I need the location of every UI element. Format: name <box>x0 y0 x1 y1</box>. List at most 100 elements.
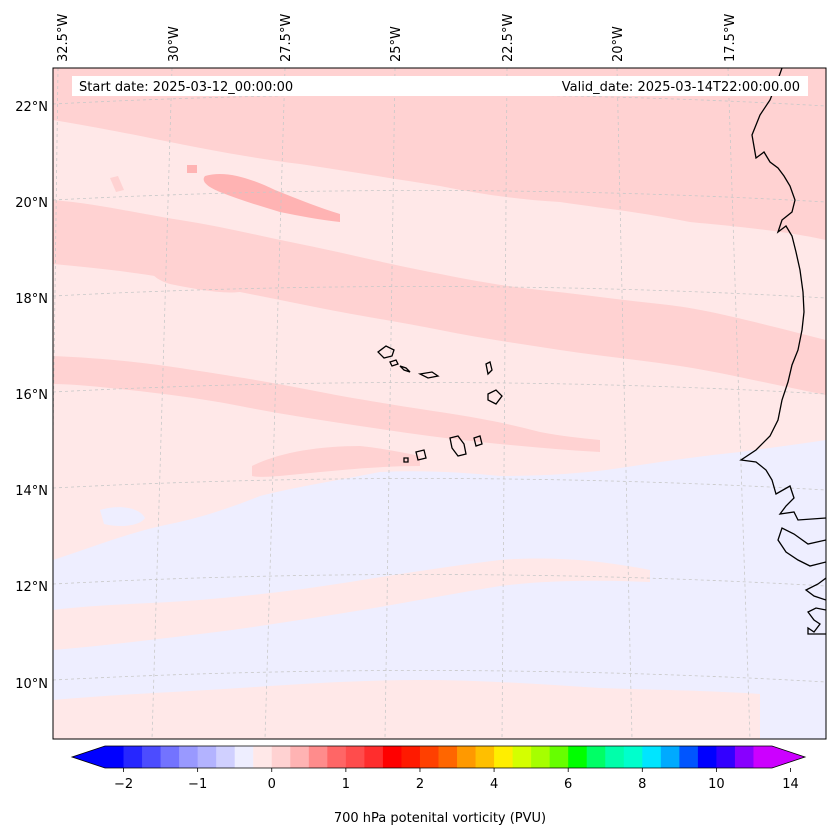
colorbar-segment <box>494 746 514 768</box>
lat-label: 10°N <box>15 677 48 692</box>
parallel-gridlines <box>53 94 826 683</box>
island-sao-nicolau <box>399 365 411 373</box>
lon-label: 25°W <box>389 26 404 62</box>
pv-contour-spot-2 <box>110 176 124 192</box>
colorbar-under-triangle <box>72 746 105 768</box>
colorbar-segment <box>345 746 365 768</box>
lat-label: 12°N <box>15 580 48 595</box>
colorbar-segment <box>123 746 143 768</box>
pv-contour-south-pink-2 <box>53 680 760 739</box>
colorbar-segment <box>734 746 755 768</box>
colorbar-tick-label: −2 <box>114 777 133 792</box>
colorbar-segment <box>197 746 217 768</box>
colorbar-tick-label: −1 <box>188 777 207 792</box>
colorbar-segment <box>586 746 606 768</box>
colorbar-segment <box>660 746 680 768</box>
colorbar-segment <box>512 746 532 768</box>
colorbar-segment <box>419 746 440 768</box>
meridian-gridlines <box>53 68 751 739</box>
coastline <box>377 68 826 635</box>
island-boa-vista <box>487 389 503 405</box>
lat-label: 14°N <box>15 484 48 499</box>
colorbar-segment <box>142 746 162 768</box>
island-sal <box>485 361 493 376</box>
colorbar-tick-label: 0 <box>268 777 276 792</box>
latitude-labels: 22°N 20°N 18°N 16°N 14°N 12°N 10°N <box>15 100 48 692</box>
map-panel: Start date: 2025-03-12_00:00:00 Valid_da… <box>53 68 826 739</box>
pv-contour-band-3 <box>53 356 600 452</box>
colorbar-label: 700 hPa potenital vorticity (PVU) <box>334 811 546 826</box>
colorbar-segment <box>179 746 199 768</box>
lat-label: 18°N <box>15 292 48 307</box>
pv-contour-band-4 <box>252 446 420 477</box>
colorbar-tick-label: 2 <box>416 777 424 792</box>
colorbar-segment <box>253 746 273 768</box>
colorbar-segment <box>679 746 699 768</box>
pv-contour-south-pink-1 <box>53 558 650 650</box>
valid-date-text: Valid_date: 2025-03-14T22:00:00.00 <box>562 80 800 95</box>
colorbar-segment <box>642 746 662 768</box>
start-date-text: Start date: 2025-03-12_00:00:00 <box>79 80 293 95</box>
lon-label: 22.5°W <box>501 14 516 62</box>
lon-label: 27.5°W <box>279 14 294 62</box>
island-santo-antao <box>377 345 395 359</box>
colorbar-segment <box>457 746 477 768</box>
colorbar-segment <box>308 746 328 768</box>
colorbar-tick-label: 4 <box>490 777 498 792</box>
colorbar-tick-label: 6 <box>564 777 572 792</box>
africa-coastline <box>739 68 826 635</box>
lat-label: 20°N <box>15 196 48 211</box>
lon-label: 20°W <box>611 26 626 62</box>
colorbar-segment <box>271 746 291 768</box>
colorbar-segment <box>623 746 643 768</box>
island-santiago <box>449 435 467 457</box>
lat-label: 22°N <box>15 100 48 115</box>
colorbar-segment <box>475 746 495 768</box>
colorbar-over-triangle <box>772 746 805 768</box>
colorbar-segment <box>364 746 384 768</box>
colorbar-segment <box>382 746 403 768</box>
pv-contour-blob-1 <box>148 256 254 293</box>
island-sao-vicente <box>389 359 399 367</box>
colorbar-outline <box>70 745 807 769</box>
colorbar-segments <box>105 746 773 768</box>
colorbar-segment <box>568 746 588 768</box>
island-fogo <box>415 449 427 461</box>
colorbar-segment <box>160 746 180 768</box>
lon-label: 17.5°W <box>723 14 738 62</box>
colorbar-segment <box>105 746 125 768</box>
island-brava <box>403 457 409 463</box>
colorbar-segment <box>234 746 254 768</box>
colorbar-tick-label: 8 <box>638 777 646 792</box>
pv-contour-blob-2 <box>100 507 145 526</box>
colorbar-segment <box>549 746 569 768</box>
colorbar-segment <box>531 746 551 768</box>
colorbar-tick-label: 1 <box>342 777 350 792</box>
colorbar-segment <box>605 746 625 768</box>
colorbar-segment <box>401 746 421 768</box>
pv-contour-band-2 <box>53 200 826 395</box>
colorbar-tick-label: 14 <box>782 777 799 792</box>
colorbar-segment <box>327 746 347 768</box>
colorbar-segment <box>697 746 718 768</box>
colorbar-segment <box>216 746 236 768</box>
colorbar-tick-label: 10 <box>708 777 725 792</box>
pv-contour-streak-dark <box>203 173 340 222</box>
colorbar-segment <box>438 746 458 768</box>
pv-contour-spot-1 <box>187 165 197 173</box>
island-santa-luzia <box>417 371 440 379</box>
pv-contour-north-band <box>53 68 826 240</box>
island-maio <box>473 435 483 447</box>
map-frame <box>52 67 827 740</box>
colorbar-ticks: −2 −1 0 1 2 4 6 8 10 14 <box>114 768 799 792</box>
colorbar: −2 −1 0 1 2 4 6 8 10 14 700 hPa potenital vortici… <box>70 745 807 826</box>
colorbar-segment <box>753 746 773 768</box>
colorbar-segment <box>290 746 310 768</box>
lon-label: 30°W <box>167 26 182 62</box>
lat-label: 16°N <box>15 388 48 403</box>
colorbar-segment <box>716 746 736 768</box>
lon-label: 32.5°W <box>56 14 71 62</box>
info-box <box>72 76 808 96</box>
longitude-labels: 32.5°W 30°W 27.5°W 25°W 22.5°W 20°W 17.5… <box>56 14 738 62</box>
